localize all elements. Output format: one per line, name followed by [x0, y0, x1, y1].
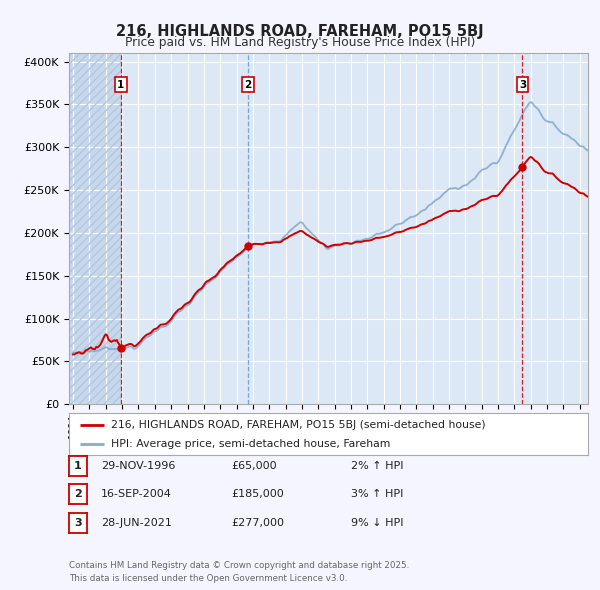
Text: 9% ↓ HPI: 9% ↓ HPI — [351, 518, 404, 527]
Text: Contains HM Land Registry data © Crown copyright and database right 2025.
This d: Contains HM Land Registry data © Crown c… — [69, 562, 409, 583]
Text: 216, HIGHLANDS ROAD, FAREHAM, PO15 5BJ: 216, HIGHLANDS ROAD, FAREHAM, PO15 5BJ — [116, 24, 484, 38]
Text: 2: 2 — [245, 80, 252, 90]
Text: 3% ↑ HPI: 3% ↑ HPI — [351, 490, 403, 499]
Text: £185,000: £185,000 — [231, 490, 284, 499]
Text: £65,000: £65,000 — [231, 461, 277, 471]
Text: 1: 1 — [117, 80, 124, 90]
Text: 3: 3 — [519, 80, 526, 90]
Text: 216, HIGHLANDS ROAD, FAREHAM, PO15 5BJ (semi-detached house): 216, HIGHLANDS ROAD, FAREHAM, PO15 5BJ (… — [110, 420, 485, 430]
Text: 29-NOV-1996: 29-NOV-1996 — [101, 461, 175, 471]
Text: 16-SEP-2004: 16-SEP-2004 — [101, 490, 172, 499]
Text: 1: 1 — [74, 461, 82, 471]
Bar — [69, 53, 121, 404]
Text: £277,000: £277,000 — [231, 518, 284, 527]
Bar — [69, 53, 121, 404]
Text: 3: 3 — [74, 518, 82, 527]
Text: 2% ↑ HPI: 2% ↑ HPI — [351, 461, 404, 471]
Text: 28-JUN-2021: 28-JUN-2021 — [101, 518, 172, 527]
Text: 2: 2 — [74, 490, 82, 499]
Text: HPI: Average price, semi-detached house, Fareham: HPI: Average price, semi-detached house,… — [110, 440, 390, 450]
Text: Price paid vs. HM Land Registry's House Price Index (HPI): Price paid vs. HM Land Registry's House … — [125, 36, 475, 49]
